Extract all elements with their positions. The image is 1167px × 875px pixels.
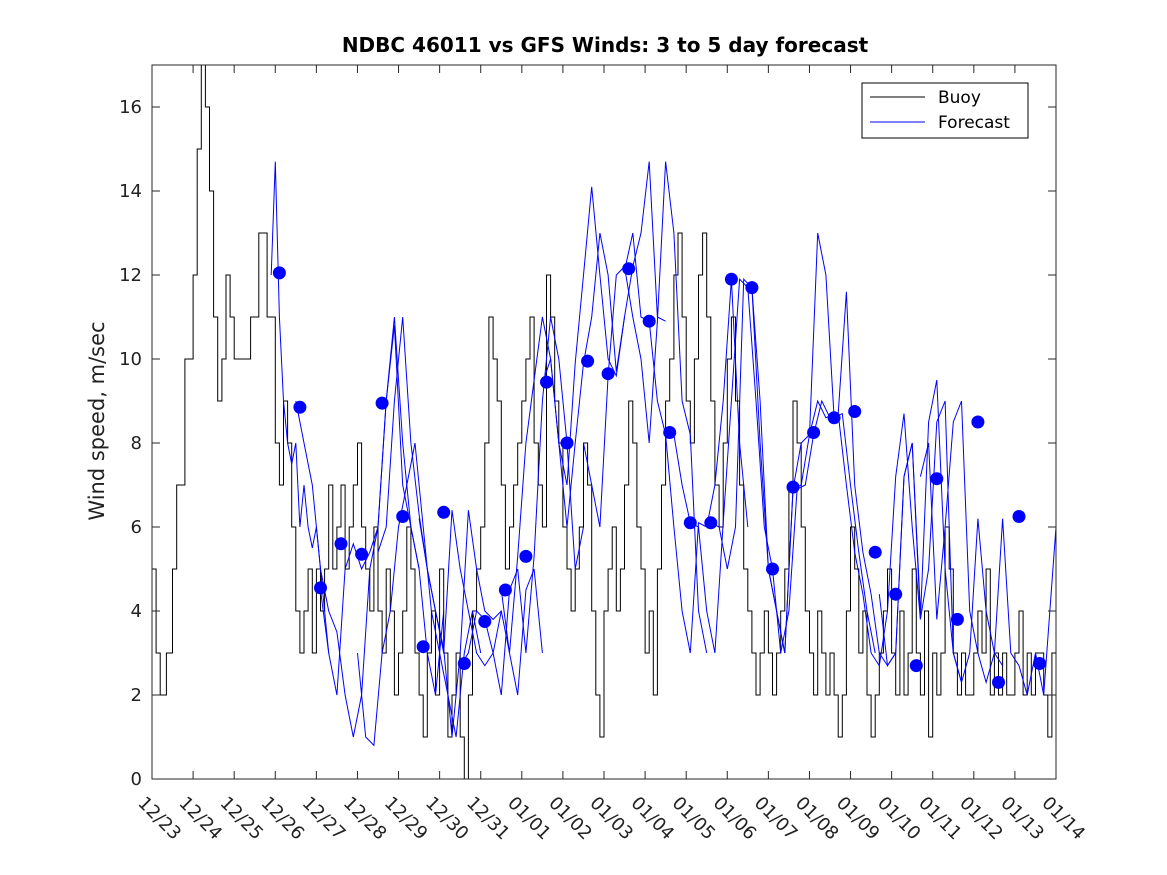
forecast-marker <box>560 436 574 450</box>
forecast-marker <box>704 516 718 530</box>
forecast-marker <box>478 615 492 628</box>
forecast-marker <box>272 266 286 280</box>
forecast-marker <box>334 537 348 551</box>
y-tick-label: 2 <box>131 685 142 706</box>
forecast-marker <box>683 516 697 530</box>
y-tick-label: 8 <box>131 433 142 454</box>
forecast-marker <box>540 375 553 389</box>
forecast-marker <box>314 581 327 595</box>
forecast-marker <box>930 472 944 486</box>
forecast-run-line-1 <box>295 316 420 738</box>
y-tick-label: 10 <box>119 349 142 370</box>
y-axis-label: Wind speed, m/sec <box>85 321 109 520</box>
plot-area <box>152 65 1056 779</box>
y-tick-label: 16 <box>119 97 142 118</box>
forecast-marker <box>498 583 512 597</box>
forecast-run-line-7 <box>500 186 625 654</box>
forecast-marker <box>622 262 636 276</box>
y-tick-label: 12 <box>119 265 142 286</box>
y-tick-label: 0 <box>131 769 142 790</box>
forecast-marker <box>889 587 903 601</box>
forecast-run-line-9 <box>583 161 708 654</box>
legend: Buoy Forecast <box>861 82 1029 139</box>
forecast-marker <box>663 426 677 439</box>
forecast-marker <box>745 281 759 295</box>
chart-title: NDBC 46011 vs GFS Winds: 3 to 5 day fore… <box>342 33 869 57</box>
forecast-marker <box>581 354 595 368</box>
forecast-marker <box>1033 657 1047 670</box>
forecast-marker <box>724 272 738 286</box>
forecast-marker <box>437 505 451 519</box>
forecast-marker <box>786 480 800 494</box>
forecast-marker <box>766 562 779 576</box>
forecast-marker <box>909 659 923 673</box>
forecast-marker <box>642 314 656 328</box>
forecast-marker <box>293 400 307 414</box>
legend-box <box>861 82 1029 139</box>
forecast-run-line-2 <box>320 325 445 696</box>
forecast-marker <box>375 396 389 410</box>
forecast-run-line-8 <box>541 161 666 528</box>
forecast-marker <box>457 657 471 670</box>
forecast-marker <box>807 426 821 439</box>
forecast-marker <box>416 640 430 654</box>
forecast-marker <box>971 415 985 429</box>
forecast-marker <box>519 549 533 563</box>
forecast-run-line-16 <box>878 400 1004 685</box>
forecast-run-line-6 <box>459 316 584 696</box>
forecast-marker <box>396 510 410 523</box>
forecast-run-line-17 <box>919 400 1056 696</box>
forecast-run-line-13 <box>751 232 876 654</box>
y-tick-label: 6 <box>131 517 142 538</box>
forecast-marker <box>1012 510 1026 523</box>
forecast-run-line-5 <box>418 510 543 738</box>
y-tick-label: 4 <box>131 601 142 622</box>
forecast-marker <box>950 612 964 626</box>
forecast-marker <box>868 545 882 559</box>
legend-forecast-label: Forecast <box>938 113 1010 133</box>
y-tick-label: 14 <box>119 181 142 202</box>
forecast-marker <box>827 411 841 425</box>
forecast-marker <box>992 675 1005 689</box>
buoy-series-line <box>152 65 1056 779</box>
legend-buoy-label: Buoy <box>938 88 981 108</box>
forecast-marker <box>848 405 862 418</box>
forecast-marker <box>601 367 615 381</box>
forecast-run-line-3 <box>357 442 482 747</box>
forecast-marker <box>355 547 369 561</box>
